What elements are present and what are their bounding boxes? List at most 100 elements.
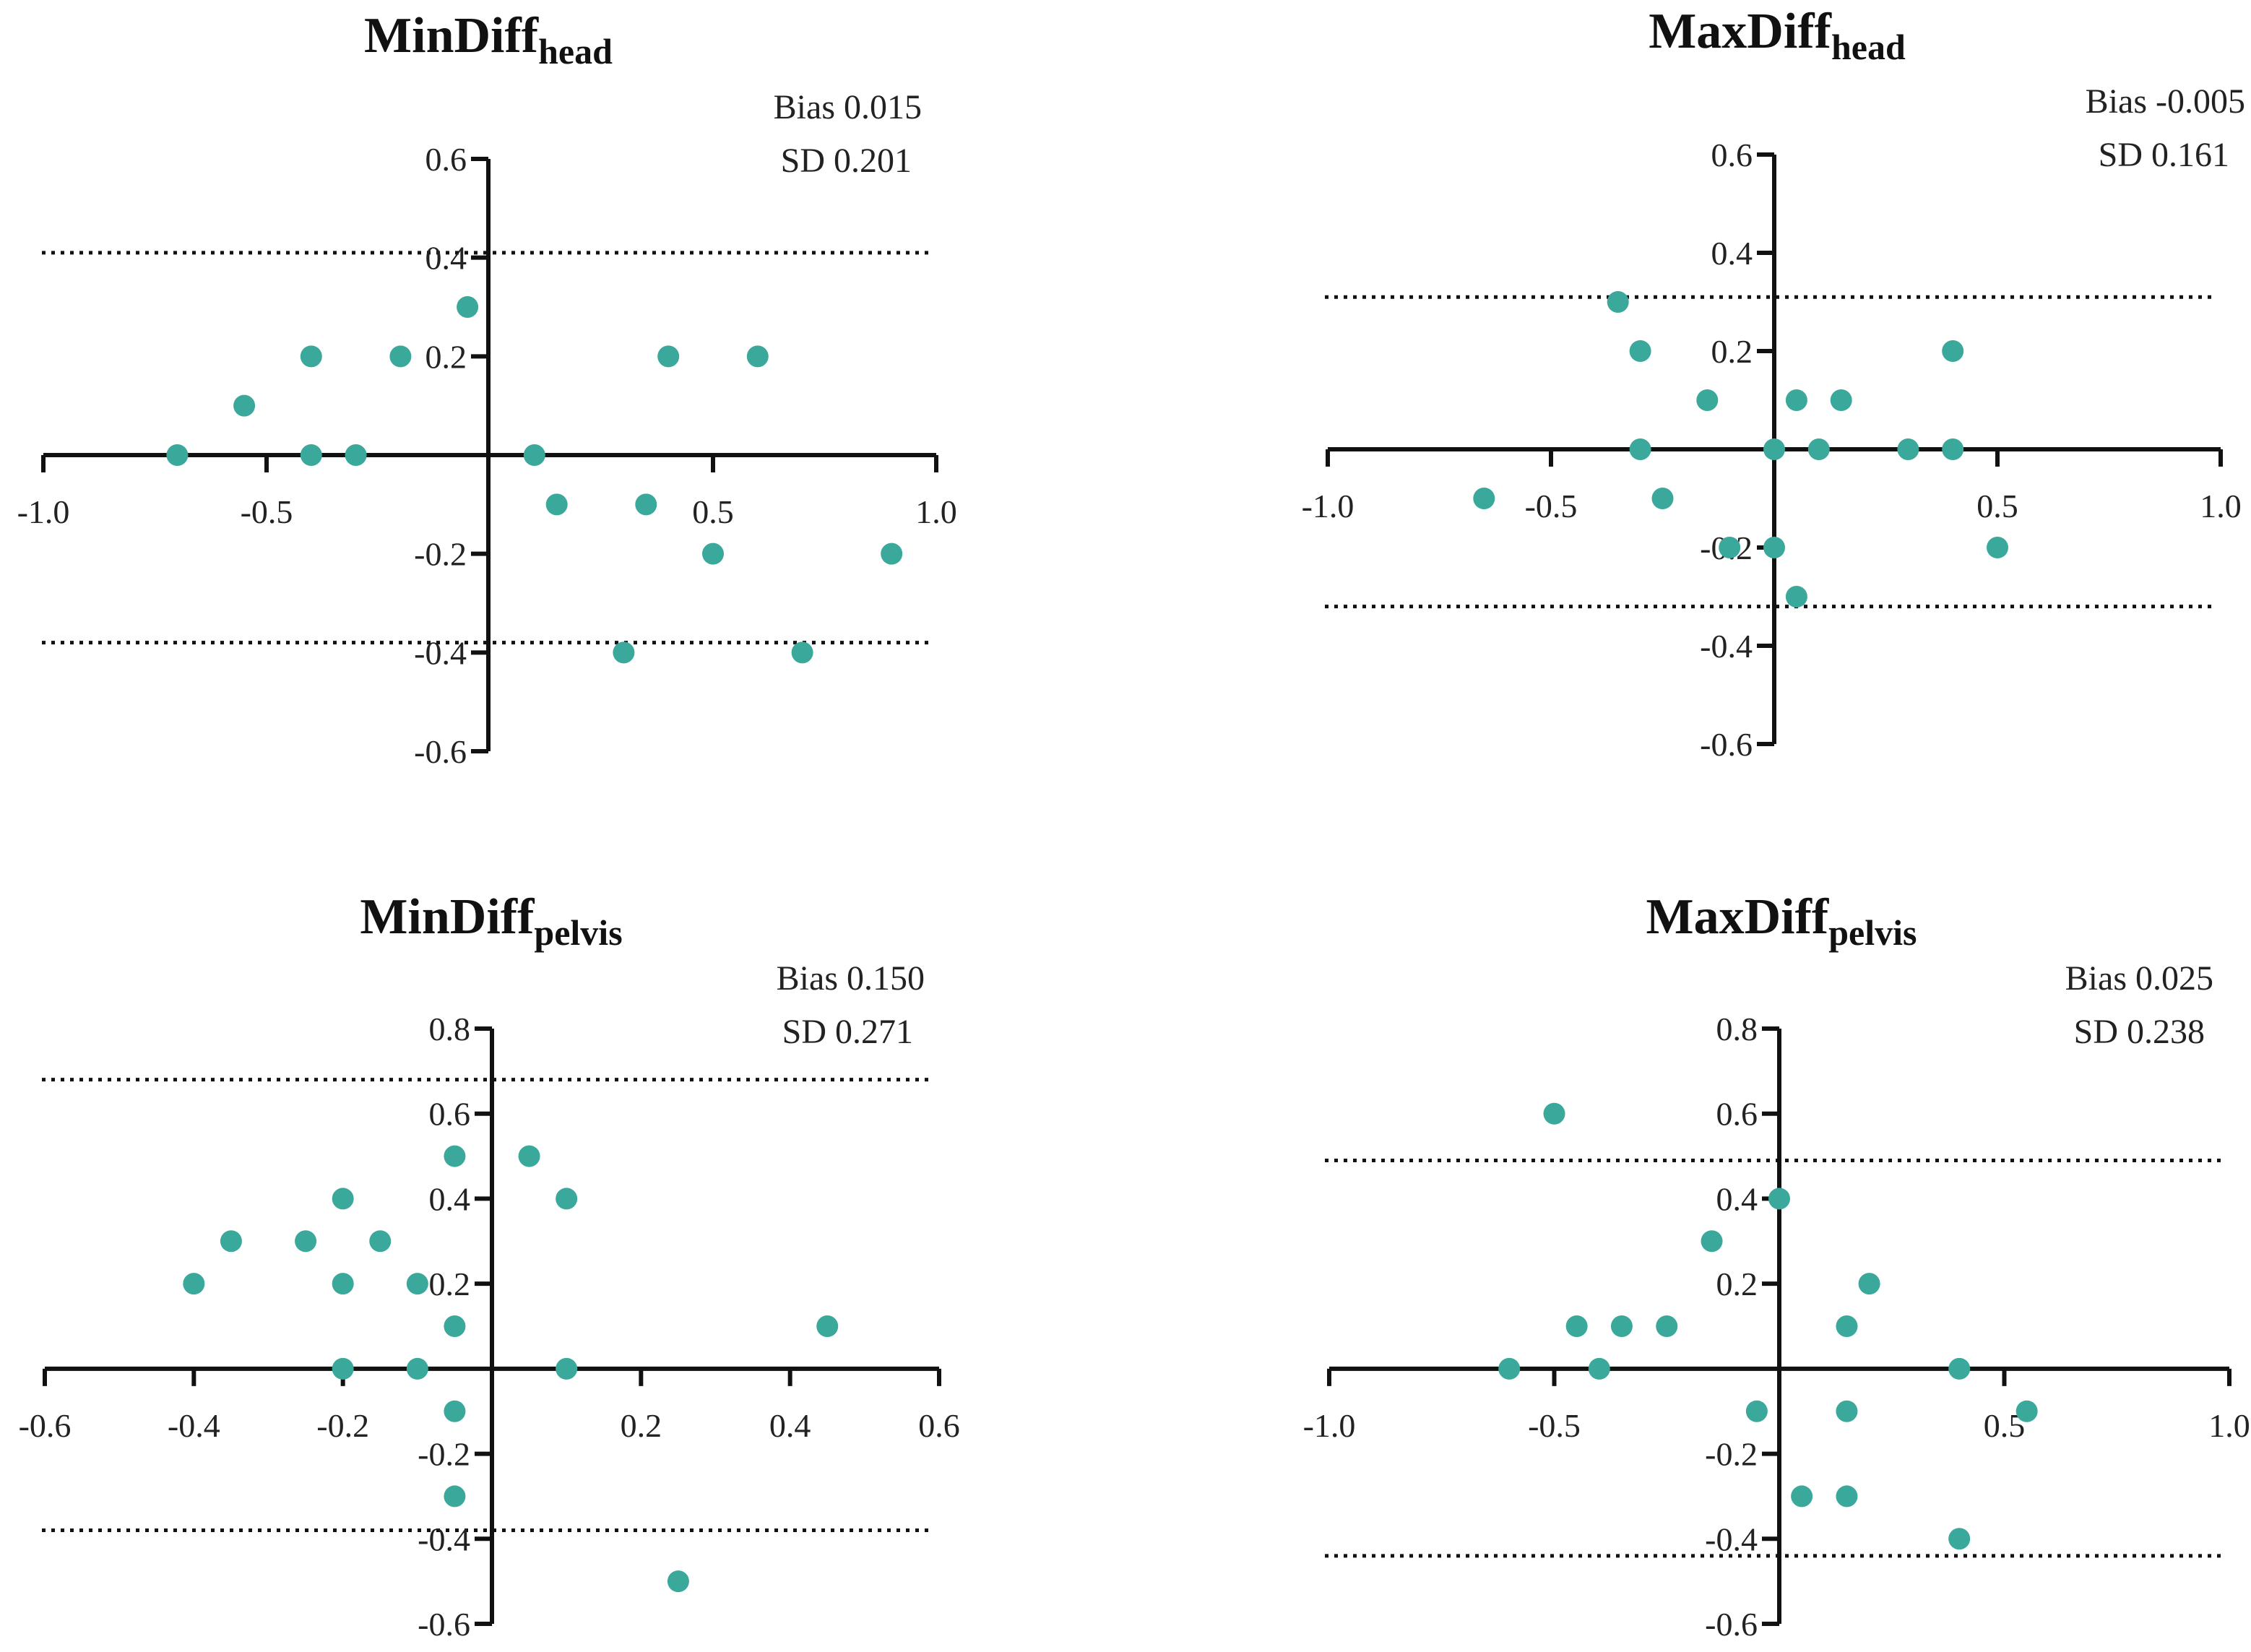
data-point [635,493,657,516]
data-point [1987,537,2008,558]
data-point [1836,1315,1858,1337]
data-point [389,345,412,368]
data-point [332,1188,354,1210]
y-tick-label: 0.6 [1716,1096,1758,1133]
y-tick-label: -0.2 [1705,1436,1758,1473]
sd-label: SD 0.271 [782,1013,913,1051]
data-point [667,1570,689,1593]
data-point [1745,1400,1768,1422]
x-tick-label: -0.5 [241,493,293,530]
y-tick-label: 0.2 [425,338,467,375]
data-point [1942,340,1964,362]
y-tick-label: 0.2 [1716,1266,1758,1302]
data-point [1607,291,1629,313]
x-tick-label: 0.5 [692,493,734,530]
data-point [1785,389,1807,411]
data-point [1498,1357,1521,1380]
chart-mindiff-head: MinDiffhead Bias 0.015 SD 0.201 -1.0 -0.5… [17,8,957,770]
x-tick-label: -0.5 [1525,488,1578,524]
y-tick-label: 0.6 [1711,137,1753,173]
sd-label: SD 0.238 [2074,1013,2205,1051]
x-tick-label: -1.0 [1302,488,1355,524]
data-point [556,1188,578,1210]
data-point [1948,1528,1971,1550]
data-point [332,1357,354,1380]
x-tick-label: 0.2 [621,1407,662,1444]
data-point [1651,488,1674,509]
y-tick-label: 0.4 [1711,235,1753,272]
data-point [233,394,256,417]
data-point [2015,1400,2038,1422]
chart-title: MaxDiffhead [1649,4,1906,67]
chart-maxdiff-pelvis: MaxDiffpelvis Bias 0.025 SD 0.238 -1.0 -0… [1303,889,2250,1643]
data-point [1719,537,1741,558]
data-point [1948,1357,1971,1380]
data-point [791,641,813,664]
data-point [1696,389,1719,411]
x-tick-label: -0.5 [1528,1407,1581,1444]
y-tick-label: 0.6 [429,1096,471,1133]
data-point [702,542,724,565]
data-point [1763,438,1785,460]
chart-title: MinDiffhead [364,8,613,72]
data-point [444,1485,466,1508]
data-point [545,493,568,516]
chart-maxdiff-head: MaxDiffhead Bias -0.005 SD 0.161 -1.0 -0.… [1302,4,2245,763]
y-tick-label: 0.4 [425,240,467,277]
data-point [1656,1315,1678,1337]
data-point [1763,537,1785,558]
y-tick-label: -0.2 [418,1436,470,1473]
x-tick-label: -0.2 [316,1407,369,1444]
data-point [1629,340,1651,362]
chart-title: MaxDiffpelvis [1646,889,1917,953]
y-tick-label: 0.4 [1716,1180,1758,1217]
data-point [332,1273,354,1295]
data-point [1836,1485,1858,1508]
chart-mindiff-pelvis: MinDiffpelvis Bias 0.150 SD 0.271 -0.6 -0… [19,889,960,1643]
x-tick-label: 0.5 [1976,488,2018,524]
data-point [816,1315,839,1337]
data-point [1791,1485,1813,1508]
bias-label: Bias 0.025 [2065,959,2213,998]
data-point [613,641,635,664]
chart-title: MinDiffpelvis [360,889,622,953]
data-point [518,1145,540,1167]
y-tick-label: -0.6 [414,733,467,770]
data-point [369,1230,392,1253]
y-tick-label: 0.4 [429,1180,471,1217]
data-point [1629,438,1651,460]
y-tick-label: -0.6 [1700,726,1753,763]
data-point [1768,1188,1790,1210]
data-point [1830,389,1852,411]
data-point [1785,586,1807,607]
y-tick-label: -0.4 [1705,1521,1758,1557]
data-point [1543,1102,1565,1125]
data-point [345,444,367,466]
data-point [406,1357,428,1380]
data-point [300,444,322,466]
data-point [1473,488,1495,509]
data-point [406,1273,428,1295]
data-point [881,542,903,565]
data-point [166,444,189,466]
x-tick-label: 0.6 [918,1407,960,1444]
data-point [295,1230,317,1253]
x-tick-label: 1.0 [2200,488,2242,524]
y-tick-label: -0.6 [418,1606,470,1643]
data-point [523,444,545,466]
data-point [1610,1315,1633,1337]
x-tick-label: 1.0 [2208,1407,2250,1444]
y-tick-label: 0.8 [429,1011,471,1047]
x-tick-label: -0.4 [168,1407,220,1444]
data-point [444,1145,466,1167]
y-tick-label: 0.2 [1711,333,1753,370]
y-tick-label: -0.2 [414,536,467,573]
data-point [444,1315,466,1337]
x-tick-label: -1.0 [17,493,70,530]
x-tick-label: 1.0 [915,493,957,530]
y-tick-label: 0.2 [429,1266,471,1302]
y-tick-label: -0.4 [414,634,467,671]
x-tick-label: 0.4 [769,1407,811,1444]
y-tick-label: -0.4 [418,1521,470,1557]
